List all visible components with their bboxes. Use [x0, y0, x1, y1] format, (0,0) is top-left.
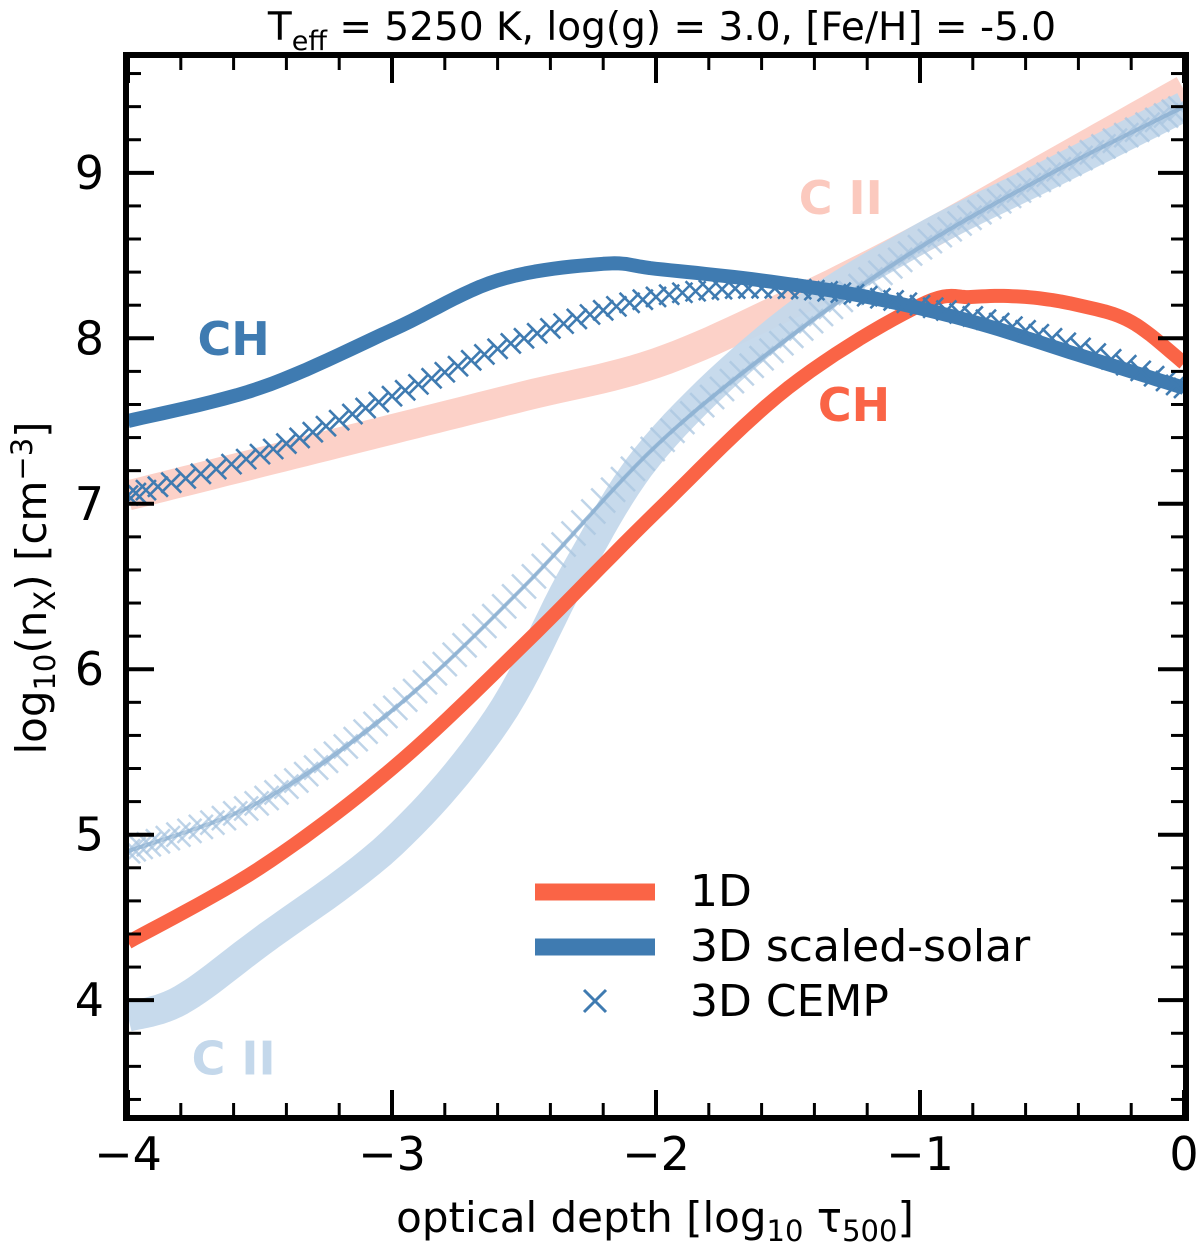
annotation-c-ii: C II: [799, 171, 883, 225]
series-markers-3d-cemp-c-ii: [128, 95, 1184, 865]
series-marker: [552, 312, 575, 335]
series-marker: [513, 327, 535, 350]
series-marker: [526, 322, 549, 345]
series-line-3d-cemp-c-ii: [128, 104, 1184, 854]
series-marker: [288, 427, 311, 449]
series-marker: [1129, 359, 1152, 382]
series-marker: [1084, 342, 1107, 365]
chart-title: Teff = 5250 K, log(g) = 3.0, [Fe/H] = -5…: [267, 5, 1056, 57]
annotation-c-ii: C II: [192, 1032, 276, 1086]
series-line-3d-scaled-solar-c-ii: [128, 93, 1184, 1032]
series-marker: [592, 299, 615, 322]
legend-label-3d-cemp: 3D CEMP: [690, 976, 889, 1027]
series-marker: [895, 291, 918, 314]
series-marker: [1165, 373, 1184, 396]
series-marker: [249, 443, 271, 466]
series-marker: [1173, 377, 1184, 399]
series-marker: [605, 295, 628, 318]
series-marker: [1027, 323, 1050, 346]
svg-text:Teff = 5250 K, log(g) = 3.0,: Teff = 5250 K, log(g) = 3.0, [Fe/H] = -5…: [267, 5, 1056, 57]
series-marker: [220, 453, 243, 476]
series-line-3d-scaled-solar-ch: [128, 256, 1184, 428]
legend: 1D 3D scaled-solar 3D CEMP: [535, 866, 1031, 1027]
series-marker: [367, 391, 390, 413]
series-marker: [645, 286, 667, 308]
series-marker: [354, 397, 377, 419]
series-marker: [909, 294, 931, 317]
series-marker: [189, 462, 212, 485]
series-marker: [315, 415, 337, 438]
series-marker: [988, 312, 1011, 334]
series-marker: [579, 303, 601, 326]
series-marker: [1001, 315, 1024, 338]
annotation-ch: CH: [818, 378, 890, 432]
series-marker: [1100, 348, 1123, 371]
series-marker: [407, 373, 430, 396]
series-marker: [631, 288, 654, 311]
series-marker: [160, 471, 183, 494]
series-marker: [961, 305, 984, 328]
series-marker: [381, 385, 403, 408]
series-marker: [301, 421, 324, 444]
series-markers-3d-cemp-ch: [128, 277, 1184, 507]
series-marker: [565, 308, 588, 330]
series-marker: [935, 299, 958, 322]
series-marker: [394, 379, 417, 402]
series-marker: [618, 291, 641, 314]
legend-handle-3d-cemp: [582, 988, 608, 1014]
series-marker: [205, 458, 228, 480]
y-tick-label: 7: [75, 477, 104, 531]
series-marker: [1069, 337, 1092, 359]
series-marker: [433, 361, 456, 384]
series-marker: [328, 409, 351, 432]
series-marker: [499, 332, 522, 355]
series-marker: [869, 287, 892, 310]
series-marker: [948, 302, 971, 325]
series-marker: [539, 317, 562, 340]
series-marker: [1054, 331, 1077, 354]
series-marker: [882, 289, 905, 312]
series-marker: [146, 475, 169, 498]
series-marker: [1143, 365, 1166, 388]
series-marker: [1014, 319, 1037, 342]
y-tick-label: 5: [75, 808, 104, 862]
series-marker: [975, 308, 997, 331]
series-marker: [235, 448, 258, 471]
series-marker: [420, 367, 443, 390]
annotation-ch: CH: [197, 312, 269, 366]
series-line-1d-ch: [128, 288, 1184, 949]
x-tick-label: −4: [94, 1127, 162, 1181]
y-tick-label: 9: [75, 146, 104, 200]
x-tick-label: −2: [622, 1127, 690, 1181]
series-marker: [447, 355, 469, 378]
plot-frame: [123, 52, 1189, 1121]
series-marker: [486, 337, 509, 360]
legend-label-1d: 1D: [690, 866, 752, 917]
series-marker: [460, 349, 483, 372]
svg-text:log10(nX) [cm−3]: log10(nX) [cm−3]: [5, 421, 62, 754]
x-tick-label: −3: [358, 1127, 426, 1181]
series-marker: [174, 467, 197, 490]
series-marker: [473, 343, 496, 366]
x-tick-label: −1: [886, 1127, 954, 1181]
series-marker: [922, 296, 945, 319]
svg-text:optical depth [log10 τ500]: optical depth [log10 τ500]: [396, 1193, 914, 1248]
series-marker: [135, 479, 157, 502]
y-tick-label: 6: [75, 642, 104, 696]
legend-label-3d-scaled-solar: 3D scaled-solar: [690, 921, 1031, 972]
series-marker: [1115, 354, 1138, 377]
y-axis-title: log10(nX) [cm−3]: [5, 421, 62, 754]
series-marker: [856, 285, 879, 308]
series-marker: [262, 438, 285, 460]
y-tick-label: 4: [75, 973, 104, 1027]
x-axis-title: optical depth [log10 τ500]: [396, 1193, 914, 1248]
y-tick-label: 8: [75, 311, 104, 365]
series-marker: [275, 432, 298, 455]
x-tick-label: 0: [1169, 1127, 1198, 1181]
series-marker: [1041, 327, 1063, 350]
series-marker: [341, 403, 364, 426]
